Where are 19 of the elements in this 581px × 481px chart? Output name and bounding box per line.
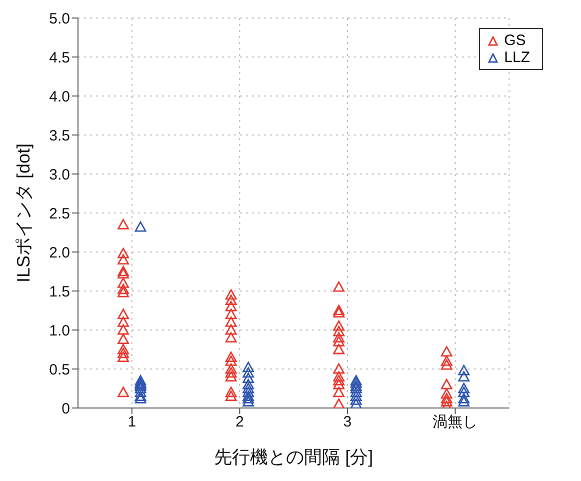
x-tick-label: 3 <box>343 414 352 431</box>
y-tick-label: 5.0 <box>49 10 70 28</box>
y-tick-label: 4.0 <box>49 88 70 106</box>
y-tick-label: 0.5 <box>49 361 70 378</box>
y-tick-label: 1.5 <box>49 283 70 300</box>
x-tick-label: 1 <box>128 414 136 431</box>
y-tick-label: 3.0 <box>49 166 70 184</box>
legend-label: LLZ <box>504 49 530 66</box>
y-tick-label: 0 <box>62 400 70 418</box>
y-tick-label: 1.0 <box>49 322 70 340</box>
y-tick-label: 2.5 <box>49 205 70 222</box>
x-axis-title: 先行機との間隔 [分] <box>214 447 374 467</box>
legend-label: GS <box>504 32 526 49</box>
y-tick-label: 2.0 <box>49 244 70 262</box>
y-axis-title: ILSポインタ [dot] <box>13 143 34 283</box>
y-tick-label: 4.5 <box>49 49 70 66</box>
x-tick-label: 2 <box>236 414 244 431</box>
x-tick-label: 渦無し <box>432 414 478 431</box>
y-tick-label: 3.5 <box>49 127 70 144</box>
